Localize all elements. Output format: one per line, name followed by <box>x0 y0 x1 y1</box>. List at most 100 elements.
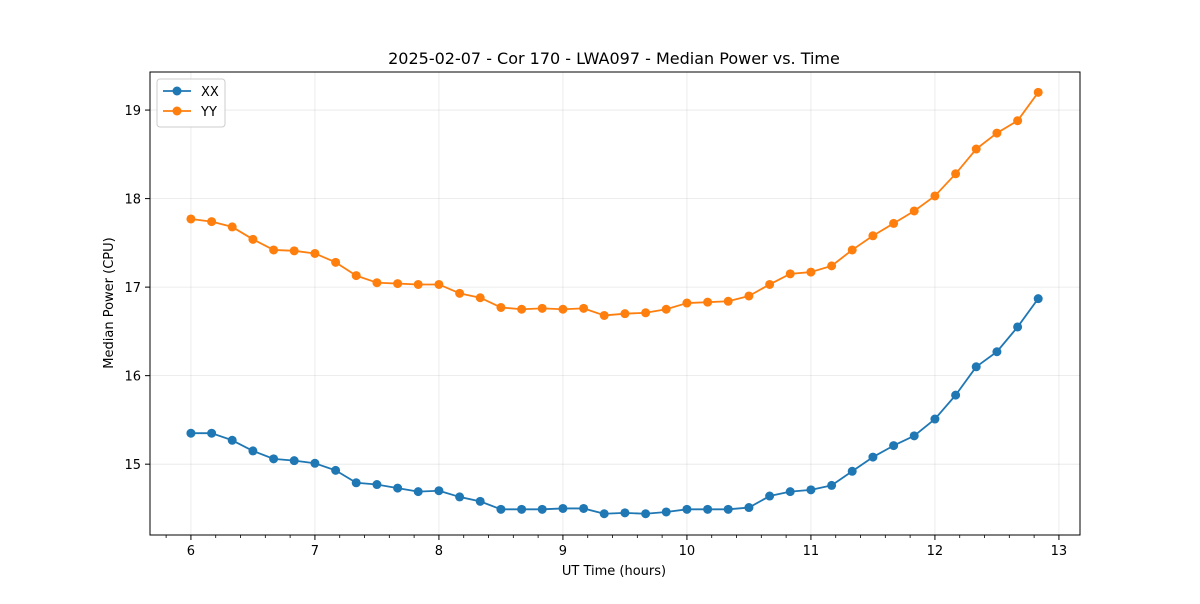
x-tick-label: 9 <box>559 544 567 559</box>
y-tick-label: 15 <box>124 458 141 473</box>
data-point-xx <box>248 446 258 456</box>
data-point-xx <box>1033 294 1043 304</box>
grid-layer <box>150 72 1080 535</box>
data-point-xx <box>413 487 423 497</box>
data-point-yy <box>847 245 857 255</box>
x-tick-label: 11 <box>803 544 820 559</box>
x-tick-label: 6 <box>187 544 195 559</box>
data-point-yy <box>434 279 444 289</box>
axis-layer: 6 7 8 9 10 11 12 13 15 16 17 18 19 <box>124 104 1067 559</box>
x-tick-label: 7 <box>311 544 319 559</box>
data-point-xx <box>331 465 341 475</box>
data-point-yy <box>620 309 630 319</box>
data-point-yy <box>889 218 899 228</box>
y-tick-label: 18 <box>124 193 141 208</box>
data-point-yy <box>930 191 940 201</box>
y-axis-label: Median Power (CPU) <box>102 237 117 368</box>
data-point-yy <box>475 293 485 303</box>
data-point-xx <box>765 491 775 501</box>
data-point-xx <box>289 456 299 466</box>
data-point-yy <box>765 279 775 289</box>
x-tick-label: 12 <box>927 544 944 559</box>
data-point-yy <box>599 310 609 320</box>
legend-marker-xx <box>172 86 182 96</box>
data-point-yy <box>744 291 754 301</box>
data-point-yy <box>537 303 547 313</box>
data-point-xx <box>992 347 1002 357</box>
data-point-xx <box>723 504 733 514</box>
plot-frame <box>149 71 1081 536</box>
data-point-yy <box>992 128 1002 138</box>
x-axis-label: UT Time (hours) <box>562 564 666 579</box>
data-point-xx <box>744 503 754 513</box>
data-point-xx <box>951 390 961 400</box>
data-point-yy <box>558 304 568 314</box>
data-point-yy <box>455 288 465 298</box>
data-point-xx <box>434 486 444 496</box>
data-point-yy <box>868 231 878 241</box>
data-point-yy <box>248 234 258 244</box>
data-point-yy <box>310 248 320 258</box>
data-point-xx <box>930 414 940 424</box>
data-point-yy <box>517 304 527 314</box>
legend-label-yy: YY <box>200 105 217 120</box>
data-point-xx <box>372 480 382 490</box>
data-point-xx <box>475 496 485 506</box>
data-point-xx <box>558 503 568 513</box>
y-tick-label: 17 <box>124 281 141 296</box>
data-point-yy <box>496 302 506 312</box>
chart-title: 2025-02-07 - Cor 170 - LWA097 - Median P… <box>388 49 840 68</box>
data-point-xx <box>868 452 878 462</box>
data-point-yy <box>1013 116 1023 126</box>
data-point-yy <box>186 214 196 224</box>
data-point-xx <box>269 454 279 464</box>
data-point-xx <box>703 504 713 514</box>
series-layer <box>186 87 1043 519</box>
data-point-xx <box>186 428 196 438</box>
x-tick-label: 10 <box>679 544 696 559</box>
legend-marker-yy <box>172 106 182 116</box>
data-point-yy <box>227 222 237 232</box>
data-point-xx <box>785 487 795 497</box>
data-point-yy <box>909 206 919 216</box>
data-point-yy <box>703 297 713 307</box>
data-point-xx <box>1013 322 1023 332</box>
data-point-yy <box>289 246 299 256</box>
data-point-yy <box>827 261 837 271</box>
data-point-xx <box>393 483 403 493</box>
data-point-xx <box>889 441 899 451</box>
y-tick-label: 19 <box>124 104 141 119</box>
data-point-xx <box>455 492 465 502</box>
data-point-xx <box>496 504 506 514</box>
data-point-xx <box>537 504 547 514</box>
data-point-xx <box>661 507 671 517</box>
data-point-xx <box>847 466 857 476</box>
x-tick-label: 13 <box>1051 544 1068 559</box>
data-point-yy <box>951 169 961 179</box>
y-tick-label: 16 <box>124 370 141 385</box>
data-point-yy <box>393 279 403 289</box>
x-tick-label: 8 <box>435 544 443 559</box>
data-point-xx <box>909 431 919 441</box>
data-point-yy <box>207 217 217 227</box>
data-point-xx <box>517 504 527 514</box>
data-point-yy <box>1033 87 1043 97</box>
data-point-xx <box>310 458 320 468</box>
data-point-yy <box>269 245 279 255</box>
data-point-xx <box>351 478 361 488</box>
data-point-yy <box>372 278 382 288</box>
data-point-xx <box>641 509 651 519</box>
data-point-yy <box>641 308 651 318</box>
legend: XX YY <box>156 78 226 128</box>
data-point-yy <box>785 269 795 279</box>
data-point-yy <box>351 271 361 281</box>
data-point-xx <box>827 480 837 490</box>
data-point-yy <box>579 303 589 313</box>
data-point-yy <box>661 304 671 314</box>
data-point-yy <box>806 267 816 277</box>
data-point-yy <box>971 144 981 154</box>
data-point-xx <box>227 435 237 445</box>
data-point-xx <box>682 504 692 514</box>
